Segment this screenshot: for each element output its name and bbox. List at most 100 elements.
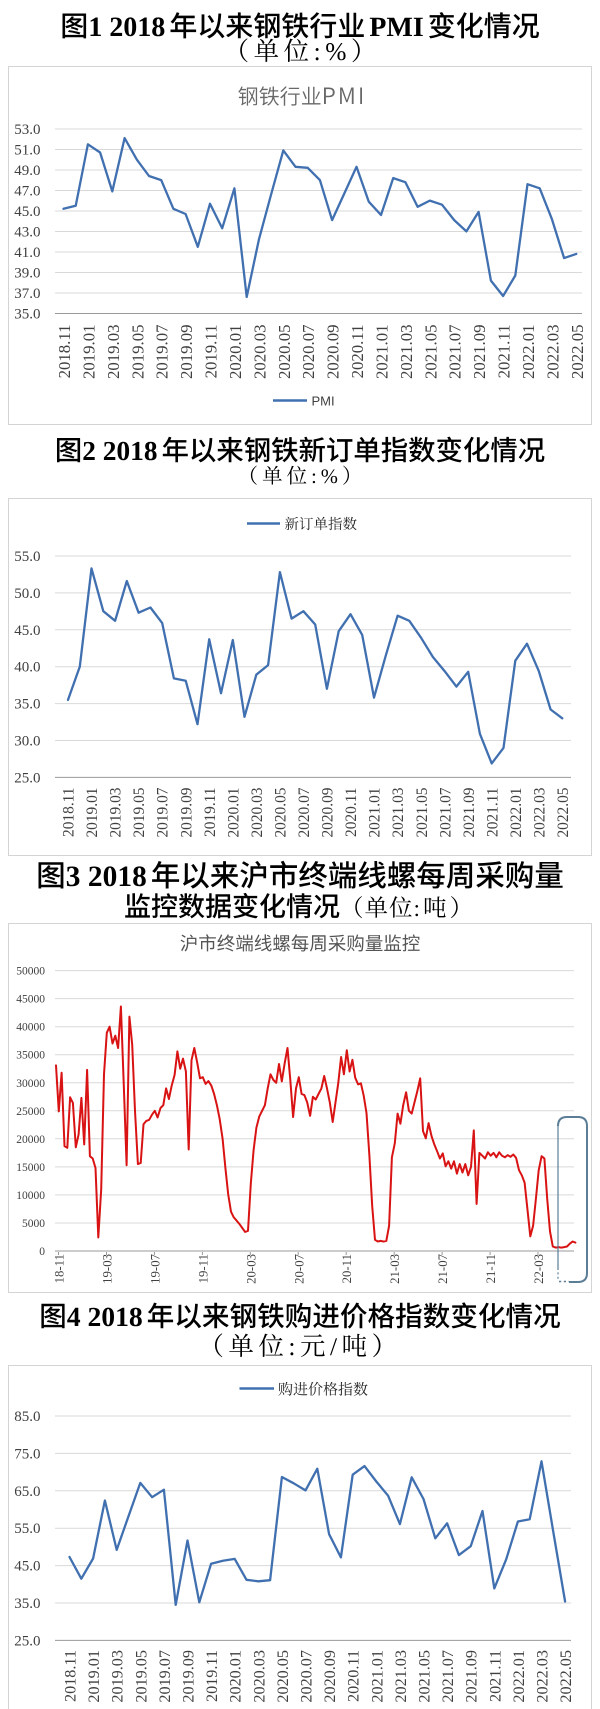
- svg-text:2020.09: 2020.09: [320, 787, 337, 837]
- svg-text:2019.09: 2019.09: [178, 787, 195, 837]
- svg-text:25000: 25000: [16, 1106, 45, 1118]
- svg-text:2019.05: 2019.05: [131, 787, 148, 837]
- svg-text:2020.09: 2020.09: [321, 1650, 339, 1703]
- svg-text:2019.09: 2019.09: [177, 325, 196, 380]
- svg-text:15000: 15000: [16, 1162, 45, 1174]
- svg-text:51.0: 51.0: [14, 143, 40, 159]
- svg-text:20-03: 20-03: [244, 1254, 258, 1284]
- svg-text:22-03: 22-03: [532, 1254, 546, 1284]
- svg-text:30.0: 30.0: [14, 734, 40, 750]
- svg-text:21-07: 21-07: [436, 1253, 450, 1283]
- svg-text:2021.11: 2021.11: [484, 788, 501, 837]
- svg-text:2021.09: 2021.09: [461, 787, 478, 837]
- svg-text:2020.01: 2020.01: [226, 325, 245, 380]
- svg-text:2019.03: 2019.03: [108, 787, 125, 837]
- svg-text:2022.01: 2022.01: [510, 1650, 528, 1703]
- svg-text:50000: 50000: [16, 966, 45, 978]
- svg-text:2021.05: 2021.05: [416, 1650, 434, 1703]
- svg-text:2019.11: 2019.11: [203, 1650, 221, 1702]
- svg-text:35.0: 35.0: [14, 697, 40, 713]
- svg-text:75.0: 75.0: [14, 1446, 40, 1462]
- svg-text:47.0: 47.0: [14, 184, 40, 200]
- svg-text:37.0: 37.0: [14, 286, 40, 302]
- svg-text:2022.03: 2022.03: [534, 1650, 552, 1703]
- svg-text:35.0: 35.0: [14, 307, 40, 323]
- svg-text:21-11: 21-11: [484, 1254, 498, 1283]
- svg-text:2022.05: 2022.05: [568, 325, 587, 380]
- svg-text:53.0: 53.0: [14, 122, 40, 138]
- svg-text:2021.03: 2021.03: [390, 787, 407, 837]
- svg-text:2020.01: 2020.01: [227, 1650, 245, 1703]
- svg-text:18-11: 18-11: [53, 1254, 67, 1283]
- svg-text:55.0: 55.0: [14, 1521, 40, 1537]
- svg-text:2019.07: 2019.07: [153, 325, 172, 380]
- svg-text:2021.01: 2021.01: [372, 325, 391, 380]
- svg-text:35000: 35000: [16, 1050, 45, 1062]
- svg-text:41.0: 41.0: [14, 245, 40, 261]
- svg-text:2019.09: 2019.09: [180, 1650, 198, 1703]
- svg-text:2019.01: 2019.01: [85, 1650, 103, 1703]
- svg-text:2020.03: 2020.03: [249, 787, 266, 837]
- svg-text:19-07: 19-07: [148, 1253, 162, 1283]
- svg-text:2022.03: 2022.03: [543, 325, 562, 380]
- svg-text:55.0: 55.0: [14, 549, 40, 565]
- svg-text:2021.07: 2021.07: [446, 325, 465, 380]
- svg-text:2021.07: 2021.07: [439, 1650, 457, 1703]
- svg-text:2020.07: 2020.07: [296, 787, 313, 837]
- svg-text:21-03: 21-03: [388, 1254, 402, 1284]
- svg-text:2022.01: 2022.01: [519, 325, 538, 380]
- svg-text:2021.07: 2021.07: [437, 787, 454, 837]
- svg-text:45.0: 45.0: [14, 623, 40, 639]
- svg-text:2022.05: 2022.05: [557, 1650, 575, 1703]
- svg-text:2021.01: 2021.01: [367, 788, 384, 838]
- svg-text:2020.05: 2020.05: [275, 325, 294, 380]
- svg-text:39.0: 39.0: [14, 266, 40, 282]
- svg-text:2021.03: 2021.03: [392, 1650, 410, 1703]
- svg-text:2020.11: 2020.11: [343, 788, 360, 837]
- svg-text:2020.07: 2020.07: [298, 1650, 316, 1703]
- svg-text:49.0: 49.0: [14, 163, 40, 179]
- svg-text:45000: 45000: [16, 994, 45, 1006]
- svg-text:20-07: 20-07: [292, 1253, 306, 1283]
- svg-text:10000: 10000: [16, 1190, 45, 1202]
- svg-text:2021.05: 2021.05: [414, 787, 431, 837]
- svg-text:2019.03: 2019.03: [104, 325, 123, 380]
- svg-text:2020.05: 2020.05: [274, 1650, 292, 1703]
- svg-text:40.0: 40.0: [14, 660, 40, 676]
- svg-text:2020.05: 2020.05: [272, 787, 289, 837]
- svg-text:65.0: 65.0: [14, 1484, 40, 1500]
- svg-text:2019.05: 2019.05: [132, 1650, 150, 1703]
- svg-text:2021.03: 2021.03: [397, 325, 416, 380]
- svg-text:2020.03: 2020.03: [250, 325, 269, 380]
- svg-text:30000: 30000: [16, 1078, 45, 1090]
- svg-text:2021.11: 2021.11: [486, 1650, 504, 1702]
- svg-text:2019.07: 2019.07: [156, 1650, 174, 1703]
- svg-text:2021.09: 2021.09: [463, 1650, 481, 1703]
- svg-text:2018.11: 2018.11: [62, 1650, 80, 1702]
- svg-text:2021.05: 2021.05: [421, 325, 440, 380]
- svg-text:2022.01: 2022.01: [508, 788, 525, 838]
- svg-text:25.0: 25.0: [14, 770, 40, 786]
- svg-text:2019.03: 2019.03: [109, 1650, 127, 1703]
- svg-text:2020.09: 2020.09: [324, 325, 343, 380]
- svg-text:2018.11: 2018.11: [61, 788, 78, 837]
- svg-text:2020.03: 2020.03: [250, 1650, 268, 1703]
- svg-text:2021.11: 2021.11: [495, 325, 514, 379]
- svg-text:2021.09: 2021.09: [470, 325, 489, 380]
- svg-text:43.0: 43.0: [14, 225, 40, 241]
- svg-text:2018.11: 2018.11: [55, 325, 74, 379]
- svg-text:2022.05: 2022.05: [555, 787, 572, 837]
- svg-text:2019.05: 2019.05: [128, 325, 147, 380]
- svg-text:2020.01: 2020.01: [225, 788, 242, 838]
- svg-text:2022.03: 2022.03: [532, 787, 549, 837]
- svg-text:45.0: 45.0: [14, 204, 40, 220]
- svg-text:2019.01: 2019.01: [84, 788, 101, 838]
- svg-text:2020.07: 2020.07: [299, 325, 318, 380]
- svg-text:0: 0: [39, 1246, 45, 1258]
- svg-text:50.0: 50.0: [14, 586, 40, 602]
- svg-text:85.0: 85.0: [14, 1409, 40, 1425]
- svg-text:20000: 20000: [16, 1134, 45, 1146]
- svg-text:20-11: 20-11: [340, 1254, 354, 1283]
- svg-text:2019.11: 2019.11: [202, 325, 221, 379]
- svg-text:19-11: 19-11: [196, 1254, 210, 1283]
